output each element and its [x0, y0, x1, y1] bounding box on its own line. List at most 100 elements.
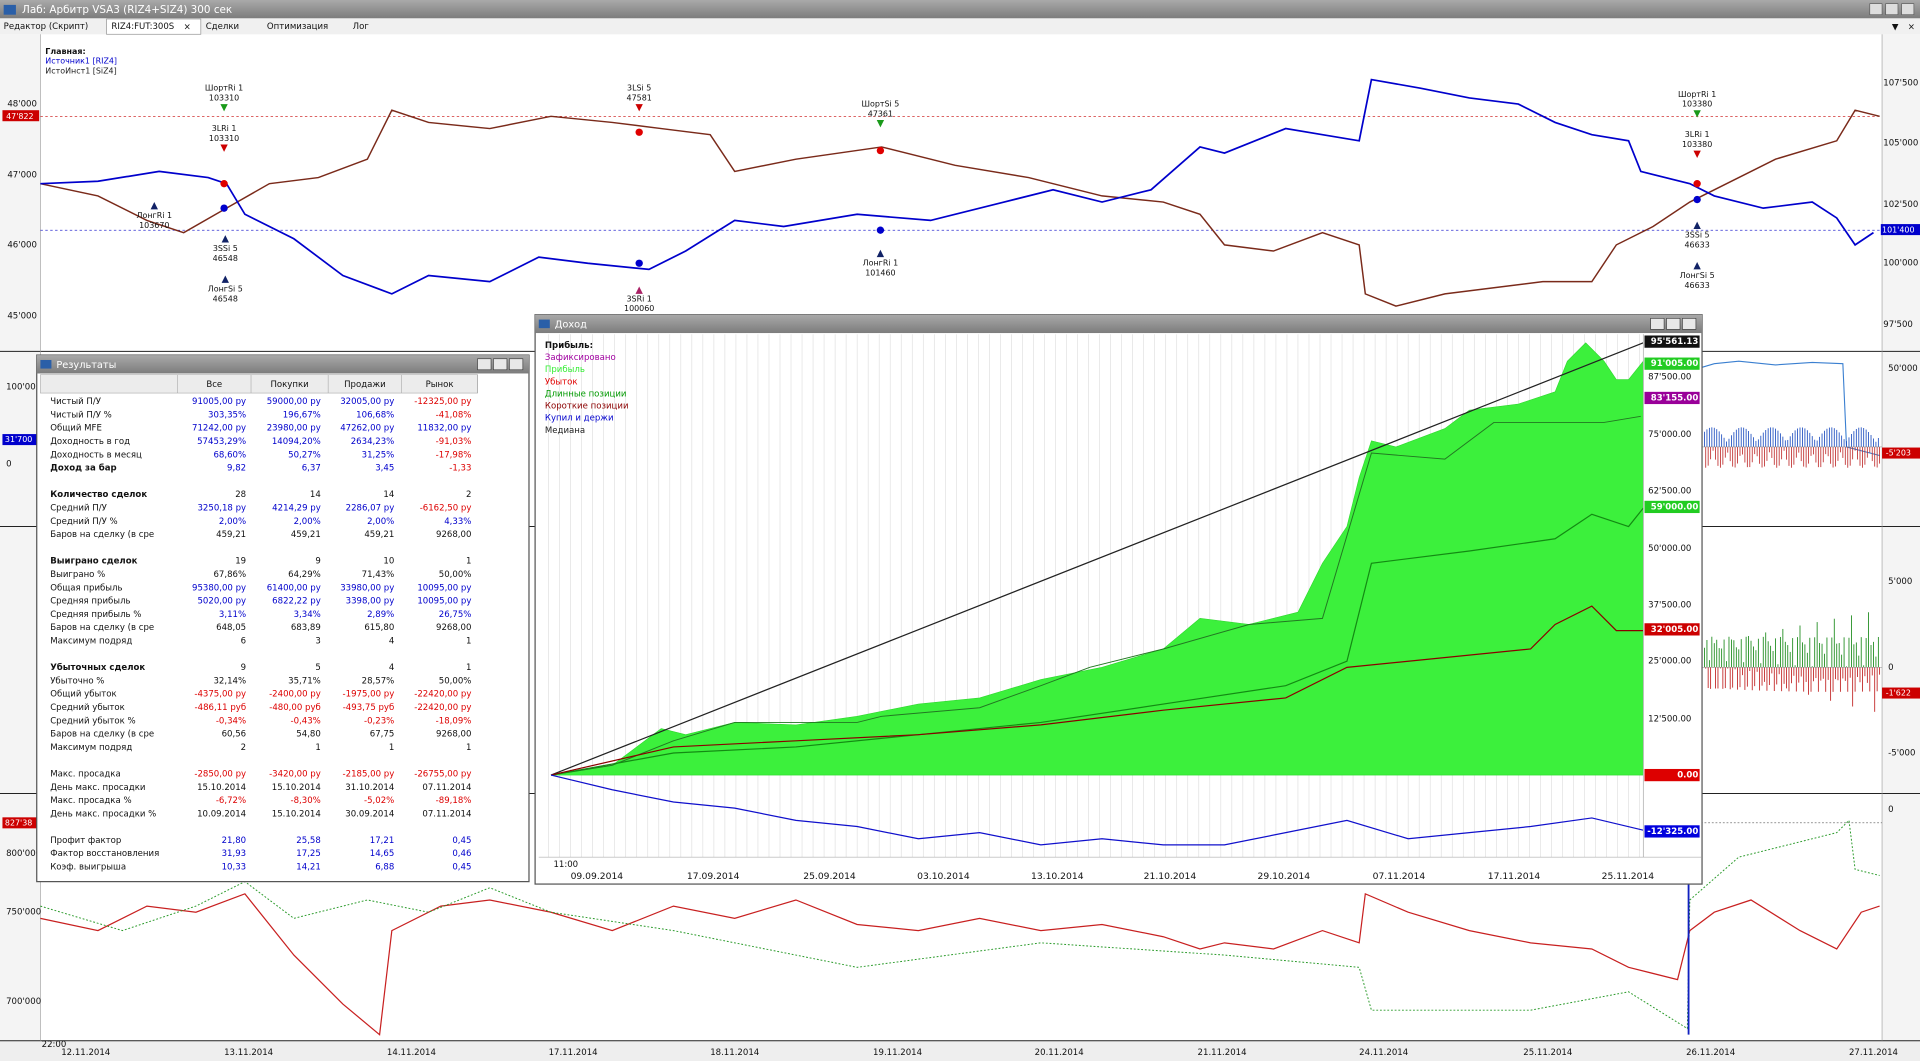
close-button[interactable]: [1901, 3, 1915, 15]
value-marker: [1882, 687, 1920, 699]
cell: 0,46: [452, 849, 471, 859]
cell: 15.10.2014: [272, 809, 321, 819]
cell: 17,21: [370, 836, 395, 846]
trade-dot: [1693, 195, 1701, 204]
tab[interactable]: Лог: [353, 22, 370, 32]
cell: -486,11 руб: [195, 703, 247, 713]
close-button[interactable]: [1682, 318, 1697, 330]
cell: 07.11.2014: [422, 783, 471, 793]
tab[interactable]: Сделки: [206, 22, 239, 32]
left-axis-label: 700'000: [6, 997, 41, 1007]
trade-label: ЛонгRi 1: [863, 259, 898, 268]
cell: 26,75%: [439, 610, 472, 620]
fixed-line: [550, 415, 1641, 776]
date-label: 14.11.2014: [387, 1048, 436, 1058]
cell: 15.10.2014: [272, 783, 321, 793]
right-axis-label: 50'000: [1888, 364, 1918, 374]
value-marker-label: 95'561.13: [1651, 337, 1699, 347]
tab-menu[interactable]: ▼: [1892, 22, 1899, 32]
right-axis-label: 0: [1888, 805, 1893, 815]
right-axis-label: 62'500.00: [1648, 487, 1691, 497]
value-marker: [1644, 335, 1700, 348]
trade-dot: [876, 226, 885, 234]
indicator-line: [1701, 360, 1880, 457]
row-label: Максимум подряд: [50, 743, 132, 753]
cell: 28: [235, 490, 246, 500]
cell: 3,45: [375, 464, 394, 474]
cell: 14: [310, 490, 321, 500]
cell: -2850,00 ру: [194, 769, 246, 779]
tab[interactable]: Оптимизация: [267, 22, 328, 32]
date-label: 25.11.2014: [1602, 871, 1655, 882]
right-axis-label: 105'000: [1883, 139, 1918, 149]
maximize-button[interactable]: [1666, 318, 1681, 330]
tab[interactable]: RIZ4:FUT:300S: [111, 22, 174, 32]
row-label: Доходность в год: [50, 437, 130, 447]
tab[interactable]: Редактор (Скрипт): [4, 22, 89, 32]
close-button[interactable]: [509, 358, 524, 371]
left-axis-label: 750'000: [6, 908, 41, 918]
value-marker-label: -12'325.00: [1647, 827, 1698, 837]
cell: 31,25%: [362, 450, 395, 460]
trade-price: 46548: [213, 294, 238, 303]
window-icon: [538, 319, 550, 329]
cell: 615,80: [364, 623, 394, 633]
cell: 23980,00 ру: [267, 424, 321, 434]
date-label: 21.11.2014: [1198, 1048, 1247, 1058]
legend-heading: Прибыль:: [545, 340, 593, 351]
date-label: 25.09.2014: [803, 871, 856, 882]
cell: 2: [241, 743, 246, 753]
trade-label: 3LSi 5: [627, 84, 651, 93]
cell: 32005,00 ру: [340, 397, 394, 407]
row-label: Средний убыток: [50, 703, 125, 713]
right-axis-strip: [1882, 34, 1920, 1061]
cell: 2,89%: [367, 610, 394, 620]
tab-close[interactable]: ×: [184, 22, 191, 32]
trade-price: 103310: [209, 93, 239, 102]
column-header: Продажи: [344, 380, 386, 390]
trade-dot: [220, 204, 228, 212]
maximize-button[interactable]: [493, 358, 508, 371]
date-label: 21.10.2014: [1144, 871, 1197, 882]
date-label: 17.09.2014: [687, 871, 740, 882]
results-window-title-bar: [36, 355, 529, 374]
cell: -2185,00 ру: [343, 769, 395, 779]
cell: -5,02%: [364, 796, 394, 806]
trade-label: ЛонгRi 1: [137, 211, 172, 220]
cell: 35,71%: [288, 676, 321, 686]
time-label: 22:00: [42, 1040, 67, 1050]
value-marker: [1644, 768, 1700, 782]
tab-close-all[interactable]: ×: [1908, 22, 1915, 32]
minimize-button[interactable]: [1650, 318, 1665, 330]
row-label: Средняя прибыль %: [50, 610, 141, 620]
trade-label: 3SRi 1: [626, 294, 651, 303]
cell: 3398,00 ру: [346, 597, 395, 607]
row-label: Макс. просадка %: [50, 796, 131, 806]
trade-price: 103380: [1682, 100, 1712, 109]
cell: 106,68%: [356, 410, 394, 420]
cell: 64,29%: [288, 570, 321, 580]
row-label: Чистый П/У %: [50, 410, 112, 420]
cell: 15.10.2014: [197, 783, 246, 793]
minimize-button[interactable]: [477, 358, 492, 371]
date-label: 03.10.2014: [917, 871, 970, 882]
right-axis-label: 50'000.00: [1648, 544, 1691, 554]
app-icon: [3, 4, 16, 15]
maximize-button[interactable]: [1885, 3, 1899, 15]
date-label: 24.11.2014: [1359, 1048, 1408, 1058]
right-axis-label: 100'000: [1883, 259, 1918, 269]
long-line: [550, 507, 1644, 776]
cell: 50,00%: [439, 570, 472, 580]
cell: 71242,00 ру: [192, 424, 246, 434]
minimize-button[interactable]: [1869, 3, 1883, 15]
value-marker-label: 59'000.00: [1651, 502, 1699, 512]
cell: 1: [389, 743, 394, 753]
price-marker: [1880, 224, 1920, 236]
cell: 2,00%: [367, 517, 394, 527]
title-bar: [0, 0, 1920, 19]
right-axis-label: 87'500.00: [1648, 373, 1691, 383]
window-title: Доход: [555, 319, 587, 330]
cell: 14,21: [296, 863, 321, 873]
legend-entry: Медиана: [545, 426, 585, 436]
